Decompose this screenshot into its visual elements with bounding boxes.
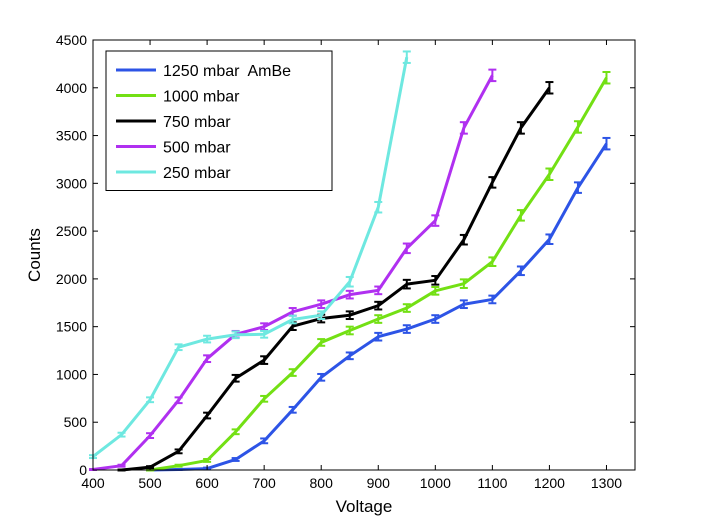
legend-entry: 1250 mbar AmBe	[116, 63, 291, 80]
series-3	[89, 68, 497, 472]
series-line	[92, 56, 409, 458]
x-tick-label: 1000	[420, 475, 451, 491]
y-tick-label: 1000	[56, 366, 87, 382]
y-tick-label: 3000	[56, 175, 87, 191]
legend-entry: 250 mbar	[116, 165, 231, 182]
y-tick-label: 2000	[56, 271, 87, 287]
series-4	[89, 50, 411, 460]
x-axis-label: Voltage	[336, 497, 393, 516]
series-line	[121, 86, 551, 472]
x-tick-label: 1200	[534, 475, 565, 491]
legend-entry: 1000 mbar	[116, 89, 240, 106]
axes-layer: 400 500 600 700 800 900 1000 1100 1200 1300 0 500 10…	[56, 32, 636, 491]
y-tick-label: 0	[79, 462, 87, 478]
y-tick-label: 3500	[56, 128, 87, 144]
y-tick-label: 2500	[56, 223, 87, 239]
x-tick-label: 500	[138, 475, 162, 491]
x-tick-label: 1300	[591, 475, 622, 491]
x-tick-label: 900	[367, 475, 391, 491]
x-tick-label: 700	[252, 475, 276, 491]
x-tick-label: 600	[195, 475, 219, 491]
y-tick-label: 4500	[56, 32, 87, 48]
legend-label: 1000 mbar	[163, 89, 240, 106]
x-tick-label: 1100	[477, 475, 507, 491]
axes-frame	[92, 39, 636, 471]
y-axis-label: Counts	[25, 228, 44, 282]
legend-label: 1250 mbar AmBe	[163, 63, 291, 80]
x-tick-label: 800	[310, 475, 334, 491]
legend-entry: 500 mbar	[116, 140, 231, 157]
series-layer	[89, 50, 611, 472]
y-tick-label: 500	[64, 414, 88, 430]
legend-label: 250 mbar	[163, 165, 231, 182]
x-tick-label: 400	[81, 475, 105, 491]
y-tick-label: 4000	[56, 80, 87, 96]
legend-label: 500 mbar	[163, 140, 231, 157]
y-tick-label: 1500	[56, 319, 87, 335]
legend: 1250 mbar AmBe 1000 mbar 750 mbar 500 mbar 2…	[105, 50, 333, 191]
series-1	[146, 71, 611, 472]
legend-label: 750 mbar	[163, 114, 231, 131]
legend-entry: 750 mbar	[116, 114, 231, 131]
